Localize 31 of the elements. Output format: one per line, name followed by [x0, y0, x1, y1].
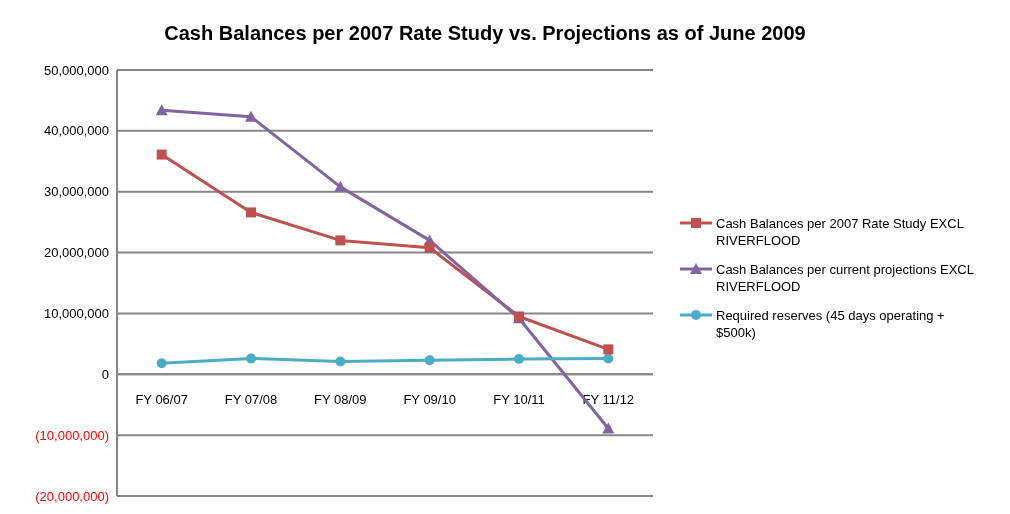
legend-label: Required reserves (45 days operating + $500k) — [716, 307, 945, 341]
point — [603, 344, 614, 355]
point — [335, 235, 346, 246]
point — [603, 353, 614, 364]
legend-label: Cash Balances per current projections EXCL RIVERFLOOD — [716, 261, 974, 295]
point — [335, 356, 346, 367]
y-tick-label: 50,000,000 — [43, 62, 109, 78]
y-tick-label: 10,000,000 — [43, 305, 109, 321]
point — [424, 355, 435, 366]
point — [155, 104, 168, 116]
x-tick-label: FY 10/11 — [493, 392, 545, 408]
point — [602, 422, 615, 434]
y-tick-label: 30,000,000 — [43, 184, 109, 200]
y-tick-label: 20,000,000 — [43, 245, 109, 261]
point — [156, 358, 167, 369]
y-tick-label: 40,000,000 — [43, 123, 109, 139]
x-tick-label: FY 08/09 — [314, 392, 367, 408]
x-tick-label: FY 07/08 — [224, 392, 278, 408]
legend-label: Cash Balances per 2007 Rate Study EXCL RIVERFLOOD — [716, 215, 964, 249]
y-tick-label: (10,000,000) — [35, 427, 109, 443]
x-tick-label: FY 06/07 — [135, 392, 188, 408]
x-tick-label: FY 09/10 — [403, 392, 456, 408]
point — [424, 242, 435, 253]
point — [246, 207, 256, 218]
point — [156, 149, 167, 160]
chart-title: Cash Balances per 2007 Rate Study vs. Projections as of June 2009 — [164, 22, 806, 44]
y-tick-label: 0 — [101, 366, 109, 382]
point — [246, 353, 256, 364]
y-tick-label: (20,000,000) — [35, 488, 109, 504]
point — [245, 110, 257, 122]
point — [514, 354, 524, 365]
